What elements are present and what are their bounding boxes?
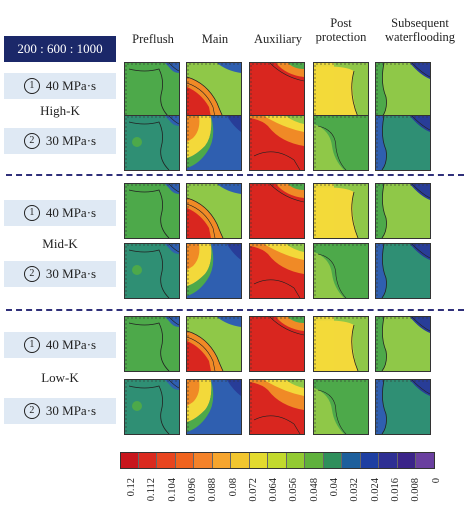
colorbar-tick-label: 0.104 <box>166 478 178 502</box>
colorbar-tick-label: 0.016 <box>389 478 401 502</box>
contour-panel-preflush <box>124 62 180 118</box>
contour-panel-main <box>186 379 242 435</box>
colorbar-tick-label: 0.008 <box>410 478 422 502</box>
column-header-post-protection: Post protection <box>315 16 367 44</box>
colorbar-tick-label: 0.112 <box>146 478 158 502</box>
colorbar-frame <box>120 452 435 469</box>
colorbar-tick-label: 0.088 <box>207 478 219 502</box>
contour-panel-post <box>313 379 369 435</box>
column-header-auxiliary: Auxiliary <box>254 32 302 46</box>
contour-panel-subsequent <box>375 115 431 171</box>
colorbar-cell <box>249 452 269 469</box>
contour-panel-auxiliary <box>249 115 305 171</box>
contour-panel-auxiliary <box>249 243 305 299</box>
viscosity-label-high-k-1: 1 40 MPa·s <box>4 73 116 99</box>
viscosity-label-mid-k-1: 1 40 MPa·s <box>4 200 116 226</box>
permeability-label-low-k: Low-K <box>41 370 79 385</box>
contour-panel-auxiliary <box>249 62 305 118</box>
permeability-label-mid-k: Mid-K <box>42 236 78 251</box>
colorbar-cell <box>157 452 176 469</box>
contour-panel-preflush <box>124 115 180 171</box>
group-separator <box>6 174 464 176</box>
colorbar-cell <box>397 452 417 469</box>
contour-panel-main <box>186 62 242 118</box>
colorbar-tick-label: 0.12 <box>126 478 137 497</box>
contour-panel-post <box>313 183 369 239</box>
contour-panel-subsequent <box>375 379 431 435</box>
colorbar-cell <box>194 452 213 469</box>
column-header-preflush: Preflush <box>132 32 174 46</box>
contour-panel-preflush <box>124 316 180 372</box>
contour-panel-main <box>186 316 242 372</box>
colorbar-tick-label: 0.024 <box>369 478 381 502</box>
colorbar-cell <box>138 452 158 469</box>
contour-panel-subsequent <box>375 62 431 118</box>
column-header-main: Main <box>201 32 229 46</box>
colorbar-tick-label: 0.056 <box>288 478 300 502</box>
contour-panel-main <box>186 243 242 299</box>
contour-panel-preflush <box>124 379 180 435</box>
colorbar-tick-label: 0.096 <box>186 478 198 502</box>
injection-ratio-label: 200 : 600 : 1000 <box>4 36 116 62</box>
contour-panel-post <box>313 115 369 171</box>
contour-panel-preflush <box>124 183 180 239</box>
contour-panel-auxiliary <box>249 316 305 372</box>
colorbar-cell <box>231 452 250 469</box>
viscosity-label-low-k-1: 1 40 MPa·s <box>4 332 116 358</box>
colorbar-tick-label: 0.04 <box>329 478 340 497</box>
contour-panel-auxiliary <box>249 379 305 435</box>
contour-panel-main <box>186 115 242 171</box>
colorbar-cell <box>286 452 306 469</box>
viscosity-label-mid-k-2: 2 30 MPa·s <box>4 261 116 287</box>
colorbar-cell <box>305 452 324 469</box>
colorbar-tick-label: 0.064 <box>268 478 280 502</box>
colorbar-cell <box>323 452 343 469</box>
contour-panel-post <box>313 316 369 372</box>
contour-panel-subsequent <box>375 316 431 372</box>
colorbar-cell <box>120 452 139 469</box>
contour-panel-main <box>186 183 242 239</box>
colorbar-cell <box>212 452 232 469</box>
colorbar-cell <box>379 452 398 469</box>
colorbar-cell <box>360 452 380 469</box>
contour-panel-post <box>313 62 369 118</box>
viscosity-label-low-k-2: 2 30 MPa·s <box>4 398 116 424</box>
colorbar-cell <box>175 452 195 469</box>
colorbar-tick-label: 0.048 <box>308 478 320 502</box>
contour-panel-post <box>313 243 369 299</box>
colorbar-tick-label: 0 <box>430 478 442 484</box>
viscosity-label-high-k-2: 2 30 MPa·s <box>4 128 116 154</box>
contour-panel-auxiliary <box>249 183 305 239</box>
colorbar-tick-label: 0.08 <box>227 478 239 497</box>
colorbar-cell <box>342 452 361 469</box>
group-separator <box>6 309 464 311</box>
colorbar <box>120 452 435 469</box>
contour-panel-subsequent <box>375 243 431 299</box>
colorbar-cell <box>268 452 287 469</box>
contour-panel-subsequent <box>375 183 431 239</box>
colorbar-tick-label: 0.072 <box>247 478 259 502</box>
contour-panel-preflush <box>124 243 180 299</box>
column-header-subsequent-waterflooding: Subsequent waterflooding <box>384 16 456 44</box>
permeability-label-high-k: High-K <box>40 103 80 118</box>
colorbar-tick-label: 0.032 <box>349 478 361 502</box>
